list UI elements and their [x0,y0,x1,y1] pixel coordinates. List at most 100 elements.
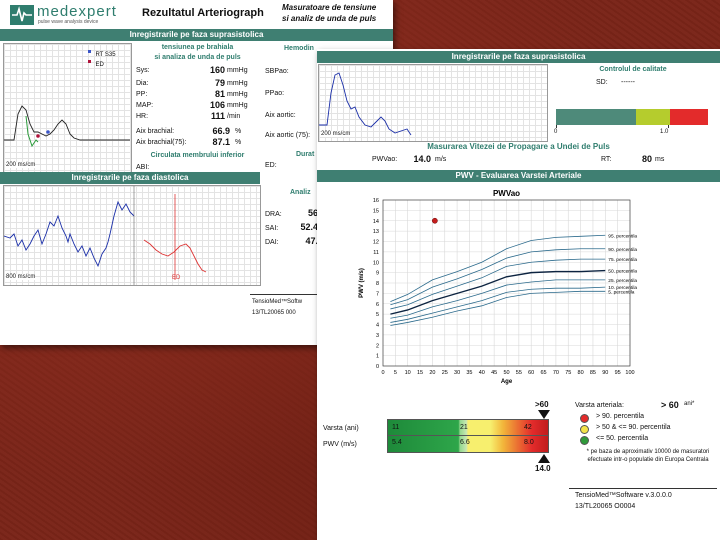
pwvao-label: PWVao: [372,156,398,163]
logo: medexpert pulse wave analysis device [10,3,128,26]
legend-red-dot [580,414,589,423]
legend-ed: ED [88,53,104,71]
x-axis-label: Age [501,379,513,385]
aix-brachial75-unit: % [235,139,242,146]
map-value: 106 [209,100,225,110]
x-tick-label: 20 [429,370,435,376]
section-arterial-age: PWV - Evaluarea Varstei Arteriale [317,170,720,182]
x-tick-label: 40 [479,370,485,376]
y-tick-label: 6 [376,302,379,308]
pwvao-value: 14.0 [413,154,431,164]
x-tick-label: 90 [602,370,608,376]
legend-ed-swatch [88,60,91,64]
arterial-age-label: Varsta arteriala: [575,402,624,409]
abi-label: ABI: [136,164,150,171]
x-tick-label: 50 [503,370,509,376]
logo-tagline: pulse wave analysis device [38,19,99,25]
percentile-label: 50. percentila [608,269,637,275]
sbpao-label: SBPao: [265,68,289,75]
pwv-val-1: 6.6 [460,439,470,446]
pwv-row-label: PWV (m/s) [323,441,357,448]
diastolic-wave-grid: 800 ms/cm ED [3,185,261,286]
wave-scale-label-a: 200 ms/cm [6,162,36,168]
y-tick-label: 4 [376,323,379,329]
percentile-label: 75. percentila [608,257,637,263]
up-arrow-marker [538,454,550,463]
hr-value: 111 [210,111,225,121]
x-tick-label: 100 [625,370,634,376]
y-tick-label: 3 [376,333,379,339]
aix-aortic-label: Aix aortic: [265,112,296,119]
percentile-line [390,258,606,310]
patient-point [432,217,438,224]
dai-value: 47. [305,236,318,246]
sai-label: SAI: [265,225,279,232]
footer-serial-a: 13/TL20065 000 [252,310,296,316]
quality-bar-bad [670,109,708,125]
x-tick-label: 60 [528,370,534,376]
y-tick-label: 0 [376,364,379,370]
arterial-age-unit: ani* [684,401,695,407]
section-diastolic-a: Inregistrarile pe faza diastolica [0,172,260,184]
dia-unit: mmHg [227,80,248,87]
x-tick-label: 95 [615,370,621,376]
report-title: Rezultatul Arteriograph [142,7,264,19]
percentile-label: 95. percentila [608,233,637,239]
aix-brachial-unit: % [235,128,242,135]
suprasystolic-wave-grid-a: 200 ms/cm [3,43,132,173]
y-tick-label: 1 [376,354,379,360]
x-tick-label: 25 [442,370,448,376]
x-tick-label: 0 [381,370,384,376]
percentile-line [390,279,606,319]
pwv-row: PWVao: 14.0 m/s RT: 80 ms [317,153,720,167]
bar-divider [388,435,548,436]
map-label: MAP: [136,102,154,109]
sys-unit: mmHg [227,67,248,74]
x-tick-label: 75 [565,370,571,376]
y-tick-label: 10 [373,260,379,266]
quality-bar-medium [636,109,670,125]
ed-marker: ED [172,275,181,281]
pp-value: 81 [214,89,225,99]
analiz-title: Analiz [290,189,311,196]
footer-divider-b [569,488,717,489]
percentile-label: 5. percentila [608,289,634,295]
pwv-section-title: Masurarea Vitezei de Propagare a Undei d… [427,142,610,151]
legend-red-text: > 90. percentila [596,413,645,420]
suprasystolic-wave-b [319,72,412,136]
quality-bar [556,109,708,125]
x-tick-label: 15 [417,370,423,376]
percentile-label: 90. percentila [608,247,637,253]
diastolic-wave [4,186,207,285]
circulatia-title: Circulata membrului inferior [150,152,245,159]
age-val-2: 42 [524,424,532,431]
pwvao-unit: m/s [435,156,447,163]
ppao-label: PPao: [265,90,285,97]
x-tick-label: 30 [454,370,460,376]
aix-brachial-label: Aix brachial: [136,128,175,135]
rt-unit: ms [655,156,665,163]
y-tick-label: 14 [373,219,379,225]
x-tick-label: 85 [590,370,596,376]
suprasystolic-wave-a [4,105,130,148]
legend-yellow-text: > 50 & <= 90. percentila [596,424,671,431]
hemod-title: Hemodin [284,45,314,52]
down-arrow-marker [538,410,550,419]
tensiune-title-2: si analiza de unda de puls [154,54,241,61]
pp-unit: mmHg [227,91,248,98]
aix-brachial75-label: Aix brachial(75): [136,139,187,146]
aix-brachial-value: 66.9 [212,126,230,136]
quality-bar-tick-1 [668,125,669,128]
logo-icon [10,5,34,25]
percentile-label: 25. percentila [608,278,637,284]
legend-rt: RT S35 [88,43,116,61]
footer-software-b: TensioMed™Software v.3.0.0.0 [575,492,672,499]
hr-unit: /min [227,113,241,120]
pwv-val-0: 5.4 [392,439,402,446]
arterial-age-value: > 60 [661,400,679,410]
wave-scale-label-b: 800 ms/cm [6,274,36,280]
tensiune-title-1: tensiunea pe brahiala [161,44,234,51]
x-tick-label: 70 [553,370,559,376]
report-subtitle-2: si analiz de unda de puls [282,14,377,23]
suprasystolic-wave-grid-b: 200 ms/cm [318,64,548,142]
